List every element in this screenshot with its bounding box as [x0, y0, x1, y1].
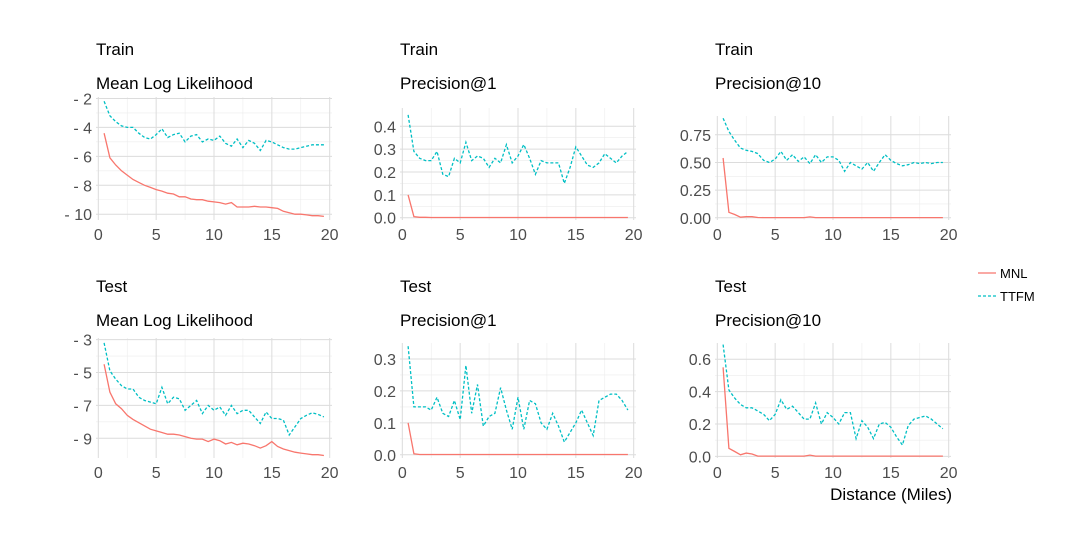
series-line-mnl: [407, 194, 628, 219]
x-tick-label: 5: [771, 465, 780, 482]
panel-title: Train: [96, 40, 134, 59]
series-line-ttfm: [407, 114, 629, 186]
x-tick-label: 5: [771, 227, 780, 244]
series-line-ttfm: [722, 344, 944, 447]
y-tick-label: - 4: [73, 120, 92, 137]
y-tick-label: 0.50: [680, 155, 711, 172]
x-tick-label: 10: [205, 465, 223, 482]
series-line-ttfm: [103, 342, 325, 437]
y-tick-label: 0.2: [689, 417, 711, 434]
series-line-ttfm: [722, 117, 943, 173]
x-axis-title: Distance (Miles): [830, 485, 952, 504]
x-tick-label: 10: [509, 465, 527, 482]
y-tick-label: - 10: [64, 207, 92, 224]
x-tick-label: 5: [456, 227, 465, 244]
panels-layer: Train Mean Log Likelihood 0 5 10 15 20 - 2 - 4 - …: [64, 40, 957, 482]
legend: MNL TTFM: [978, 266, 1035, 304]
y-tick-label: - 7: [73, 398, 92, 415]
x-tick-label: 10: [509, 227, 527, 244]
y-tick-label: - 3: [73, 333, 92, 350]
panel-subtitle: Precision@1: [400, 311, 497, 330]
x-tick-label: 20: [321, 227, 339, 244]
y-tick-label: - 6: [73, 149, 92, 166]
series-line-ttfm: [407, 346, 629, 444]
x-tick-label: 15: [882, 227, 900, 244]
panel-subtitle: Precision@10: [715, 74, 821, 93]
series-line-mnl: [103, 133, 324, 218]
legend-label-mnl: MNL: [1000, 266, 1027, 281]
panel-5: Test Precision@1 0 5 10 15 20 0.0 0.1 0.2 0.3: [374, 277, 643, 482]
panel-title: Train: [400, 40, 438, 59]
series-line-mnl: [103, 364, 324, 457]
x-tick-label: 0: [94, 465, 103, 482]
panel-subtitle: Mean Log Likelihood: [96, 74, 253, 93]
y-tick-label: 0.0: [374, 211, 396, 228]
x-tick-label: 0: [713, 465, 722, 482]
x-tick-label: 0: [398, 227, 407, 244]
series-line-ttfm: [103, 101, 324, 152]
x-tick-label: 15: [567, 227, 585, 244]
x-tick-label: 20: [940, 227, 958, 244]
panel-3: Train Precision@10 0 5 10 15 20 0.00 0.25 0.50 0.7…: [680, 40, 958, 244]
y-tick-label: 0.2: [374, 384, 396, 401]
x-tick-label: 0: [94, 227, 103, 244]
legend-label-ttfm: TTFM: [1000, 289, 1035, 304]
x-tick-label: 15: [263, 227, 281, 244]
x-tick-label: 5: [152, 227, 161, 244]
x-tick-label: 20: [940, 465, 958, 482]
x-tick-label: 5: [456, 465, 465, 482]
series-line-mnl: [722, 157, 943, 219]
x-tick-label: 15: [263, 465, 281, 482]
x-tick-label: 10: [205, 227, 223, 244]
panel-4: Test Mean Log Likelihood 0 5 10 15 20 - 3 - 5 - 7…: [73, 277, 338, 482]
panel-2: Train Precision@1 0 5 10 15 20 0.0 0.1 0.2 0.3 0.4: [374, 40, 643, 244]
y-tick-label: 0.3: [374, 352, 396, 369]
panel-title: Train: [715, 40, 753, 59]
x-tick-label: 20: [321, 465, 339, 482]
y-tick-label: - 5: [73, 366, 92, 383]
x-tick-label: 0: [398, 465, 407, 482]
x-tick-label: 10: [824, 465, 842, 482]
y-tick-label: - 2: [73, 91, 92, 108]
x-tick-label: 0: [713, 227, 722, 244]
y-tick-label: - 9: [73, 431, 92, 448]
y-tick-label: 0.0: [689, 449, 711, 466]
x-tick-label: 20: [625, 227, 643, 244]
y-tick-label: 0.4: [374, 119, 396, 136]
y-tick-label: 0.25: [680, 183, 711, 200]
y-tick-label: 0.4: [689, 385, 711, 402]
panel-subtitle: Mean Log Likelihood: [96, 311, 253, 330]
y-tick-label: 0.2: [374, 165, 396, 182]
panel-title: Test: [400, 277, 431, 296]
panel-title: Test: [96, 277, 127, 296]
panel-subtitle: Precision@10: [715, 311, 821, 330]
y-tick-label: - 8: [73, 178, 92, 195]
y-tick-label: 0.0: [374, 448, 396, 465]
x-tick-label: 20: [625, 465, 643, 482]
y-tick-label: 0.1: [374, 416, 396, 433]
y-tick-label: 0.00: [680, 211, 711, 228]
x-tick-label: 10: [824, 227, 842, 244]
series-line-mnl: [722, 367, 943, 457]
panel-title: Test: [715, 277, 746, 296]
y-tick-label: 0.3: [374, 142, 396, 159]
y-tick-label: 0.6: [689, 352, 711, 369]
y-tick-label: 0.75: [680, 128, 711, 145]
panel-subtitle: Precision@1: [400, 74, 497, 93]
y-tick-label: 0.1: [374, 188, 396, 205]
series-line-mnl: [407, 422, 628, 456]
x-tick-label: 15: [567, 465, 585, 482]
panel-6: Test Precision@10 0 5 10 15 20 0.0 0.2 0.4 0.6: [689, 277, 958, 482]
x-tick-label: 15: [882, 465, 900, 482]
x-tick-label: 5: [152, 465, 161, 482]
panel-1: Train Mean Log Likelihood 0 5 10 15 20 - 2 - 4 - …: [64, 40, 338, 244]
